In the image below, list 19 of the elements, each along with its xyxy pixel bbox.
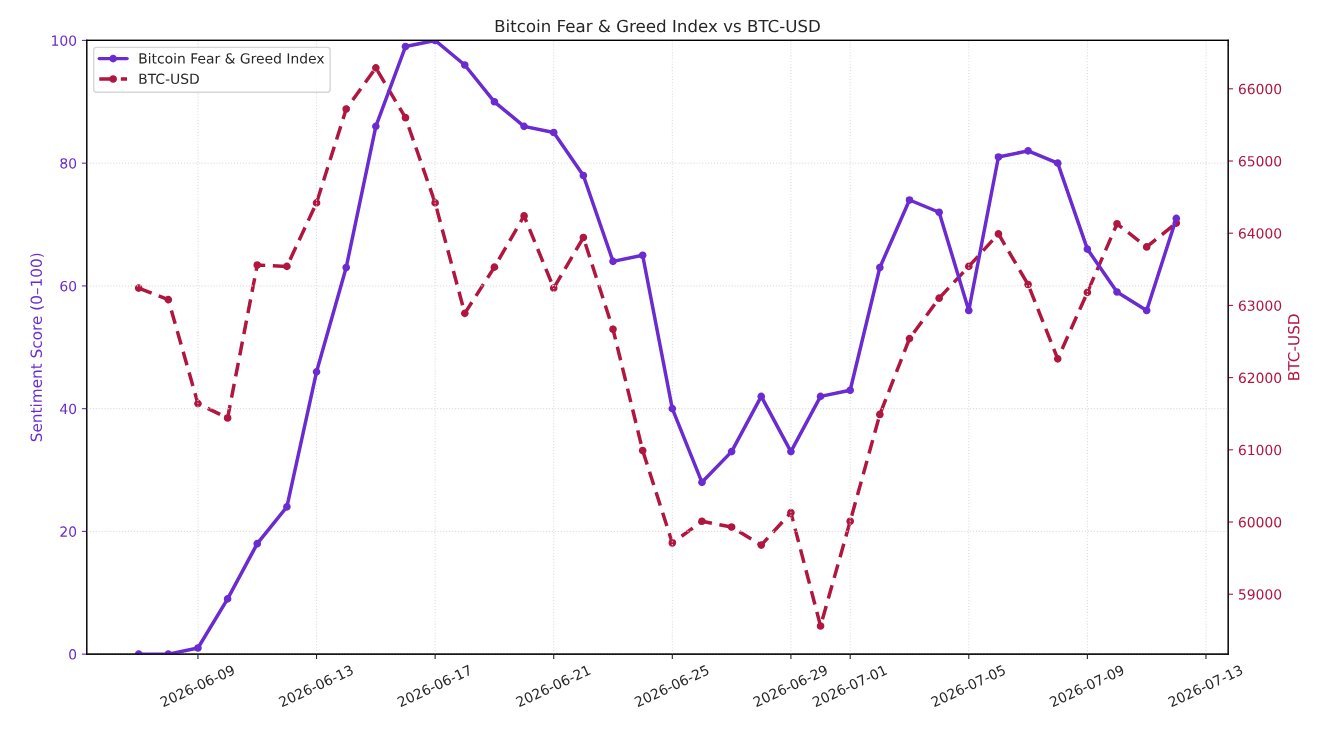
y2-tick-label: 62000 [1238, 372, 1282, 384]
y2-tick-label: 66000 [1238, 83, 1282, 95]
y-axis-title: Sentiment Score (0–100) [30, 253, 44, 442]
y-tick-label: 40 [60, 403, 77, 415]
chart-title: Bitcoin Fear & Greed Index vs BTC-USD [495, 19, 820, 33]
y2-axis-title: BTC-USD [1287, 314, 1300, 380]
y2-tick-label: 63000 [1238, 300, 1282, 311]
y-tick-label: 0 [69, 649, 77, 660]
y-tick-label: 60 [60, 280, 77, 292]
legend-label: Bitcoin Fear & Greed Index [139, 52, 325, 64]
y2-tick-label: 59000 [1238, 589, 1282, 600]
y2-tick-label: 60000 [1238, 516, 1282, 528]
y-tick-label: 20 [60, 526, 77, 537]
y2-tick-label: 61000 [1238, 444, 1282, 456]
y2-tick-label: 64000 [1238, 228, 1282, 239]
y2-tick-label: 65000 [1238, 155, 1282, 167]
y-tick-label: 100 [52, 35, 77, 46]
legend-label: BTC-USD [139, 73, 199, 85]
y-tick-label: 80 [60, 158, 77, 169]
